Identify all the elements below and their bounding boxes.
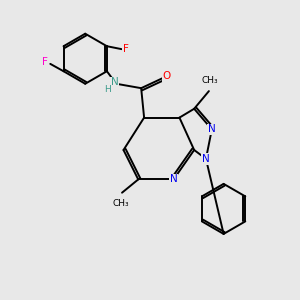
Text: F: F	[42, 57, 48, 68]
Text: F: F	[123, 44, 129, 54]
Text: O: O	[163, 71, 171, 81]
Text: N: N	[170, 174, 177, 184]
Text: N: N	[202, 154, 210, 164]
Text: H: H	[104, 85, 111, 94]
Text: CH₃: CH₃	[202, 76, 218, 85]
Text: CH₃: CH₃	[112, 199, 129, 208]
Text: N: N	[111, 77, 119, 87]
Text: N: N	[208, 124, 216, 134]
